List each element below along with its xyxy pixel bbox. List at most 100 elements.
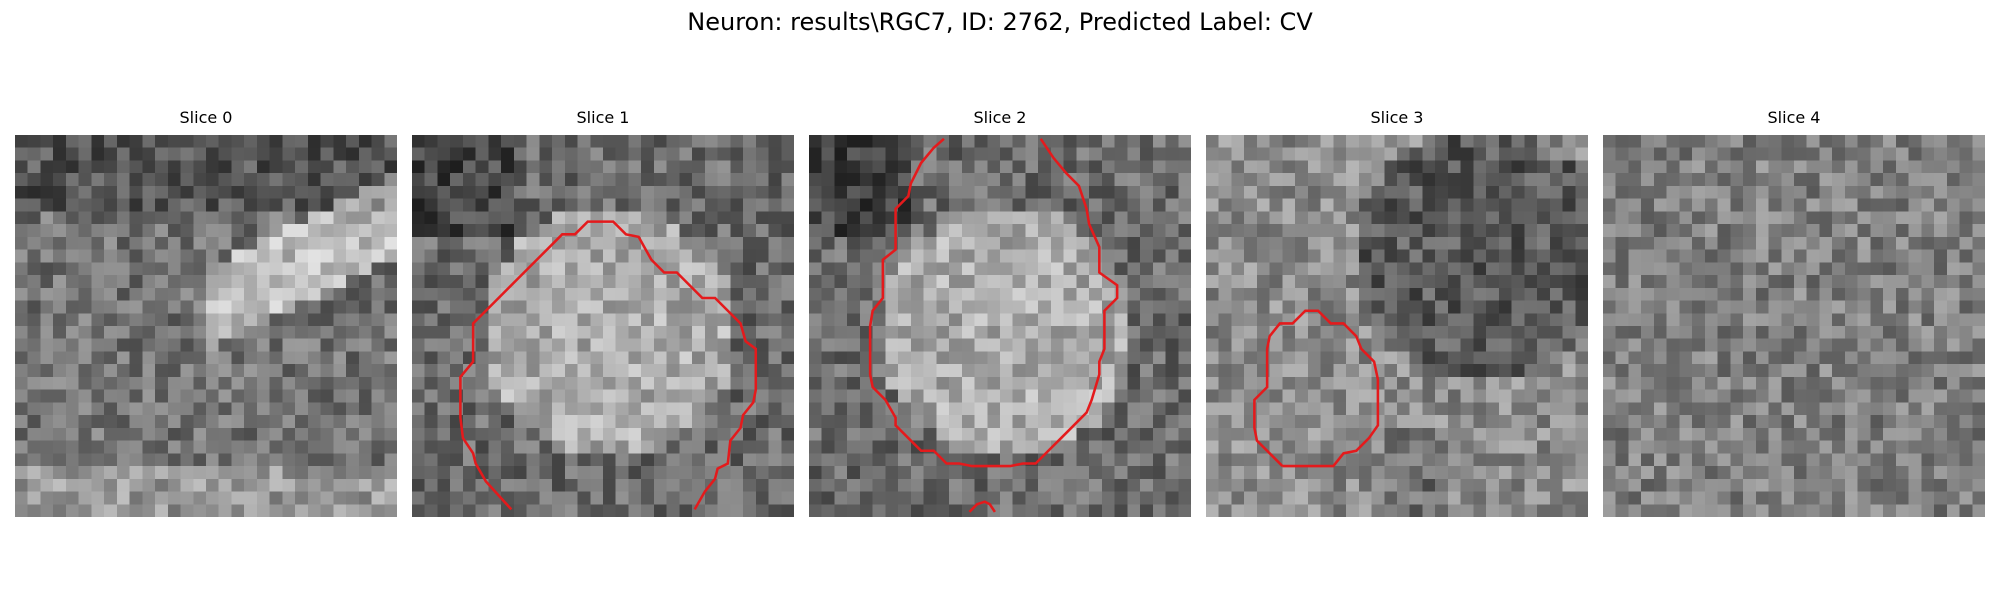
pixel xyxy=(898,211,912,225)
pixel xyxy=(40,427,54,441)
pixel xyxy=(564,275,578,289)
pixel xyxy=(1921,491,1935,505)
pixel xyxy=(193,313,207,327)
pixel xyxy=(615,376,629,390)
pixel xyxy=(1089,211,1103,225)
pixel xyxy=(666,453,680,467)
pixel xyxy=(371,198,385,212)
pixel xyxy=(1524,504,1538,517)
pixel xyxy=(936,249,950,263)
pixel xyxy=(65,440,79,454)
pixel xyxy=(218,478,232,492)
pixel xyxy=(1819,249,1833,263)
pixel xyxy=(1050,249,1064,263)
pixel xyxy=(1883,275,1897,289)
pixel xyxy=(1460,491,1474,505)
pixel xyxy=(1946,427,1960,441)
pixel xyxy=(1921,147,1935,161)
pixel xyxy=(1422,313,1436,327)
pixel xyxy=(590,173,604,187)
pixel xyxy=(1218,504,1232,517)
pixel xyxy=(1844,211,1858,225)
pixel xyxy=(1857,376,1871,390)
pixel xyxy=(755,453,769,467)
pixel xyxy=(1972,236,1985,250)
pixel xyxy=(1127,147,1141,161)
pixel xyxy=(526,389,540,403)
pixel xyxy=(1704,453,1718,467)
pixel xyxy=(834,173,848,187)
pixel xyxy=(1307,249,1321,263)
pixel xyxy=(295,376,309,390)
pixel xyxy=(641,173,655,187)
pixel xyxy=(564,376,578,390)
pixel xyxy=(475,440,489,454)
pixel xyxy=(307,160,321,174)
pixel xyxy=(218,185,232,199)
pixel xyxy=(1269,135,1283,148)
pixel xyxy=(781,427,794,441)
pixel xyxy=(615,389,629,403)
pixel xyxy=(295,440,309,454)
slice-panel-3: Slice 3 xyxy=(1206,108,1588,517)
pixel xyxy=(1333,326,1347,339)
pixel xyxy=(1295,364,1309,378)
pixel xyxy=(371,427,385,441)
pixel xyxy=(358,147,372,161)
pixel xyxy=(1832,198,1846,212)
pixel xyxy=(91,211,105,225)
pixel xyxy=(475,351,489,365)
pixel xyxy=(307,453,321,467)
pixel xyxy=(552,427,566,441)
pixel xyxy=(1615,211,1629,225)
pixel xyxy=(1025,262,1039,276)
pixel xyxy=(167,364,181,378)
pixel xyxy=(269,211,283,225)
pixel xyxy=(1844,173,1858,187)
pixel xyxy=(974,427,988,441)
pixel xyxy=(1422,504,1436,517)
pixel xyxy=(1012,300,1026,314)
pixel xyxy=(590,427,604,441)
pixel xyxy=(282,211,296,225)
pixel xyxy=(603,478,616,492)
pixel xyxy=(1603,351,1616,365)
pixel xyxy=(1127,376,1141,390)
pixel xyxy=(1883,453,1897,467)
pixel xyxy=(180,160,194,174)
pixel xyxy=(1358,211,1372,225)
pixel xyxy=(180,478,194,492)
pixel xyxy=(628,376,642,390)
pixel xyxy=(1653,313,1667,327)
pixel xyxy=(1473,338,1487,352)
pixel xyxy=(615,173,629,187)
pixel xyxy=(1152,224,1166,238)
pixel xyxy=(1870,351,1884,365)
pixel xyxy=(717,440,731,454)
pixel xyxy=(936,466,950,480)
pixel xyxy=(53,504,67,517)
pixel xyxy=(1165,478,1179,492)
pixel xyxy=(1050,326,1064,339)
pixel xyxy=(666,338,680,352)
pixel xyxy=(27,389,41,403)
pixel xyxy=(1704,300,1718,314)
pixel xyxy=(730,211,744,225)
pixel xyxy=(282,313,296,327)
pixel xyxy=(730,275,744,289)
pixel xyxy=(371,147,385,161)
pixel xyxy=(320,313,334,327)
pixel xyxy=(1076,236,1090,250)
pixel xyxy=(1178,300,1191,314)
pixel xyxy=(244,453,258,467)
pixel xyxy=(809,300,822,314)
pixel xyxy=(437,453,451,467)
pixel xyxy=(949,275,963,289)
pixel xyxy=(628,160,642,174)
pixel xyxy=(1692,262,1706,276)
pixel xyxy=(1269,504,1283,517)
pixel xyxy=(269,415,283,429)
pixel xyxy=(628,262,642,276)
pixel xyxy=(333,415,347,429)
pixel xyxy=(768,262,782,276)
